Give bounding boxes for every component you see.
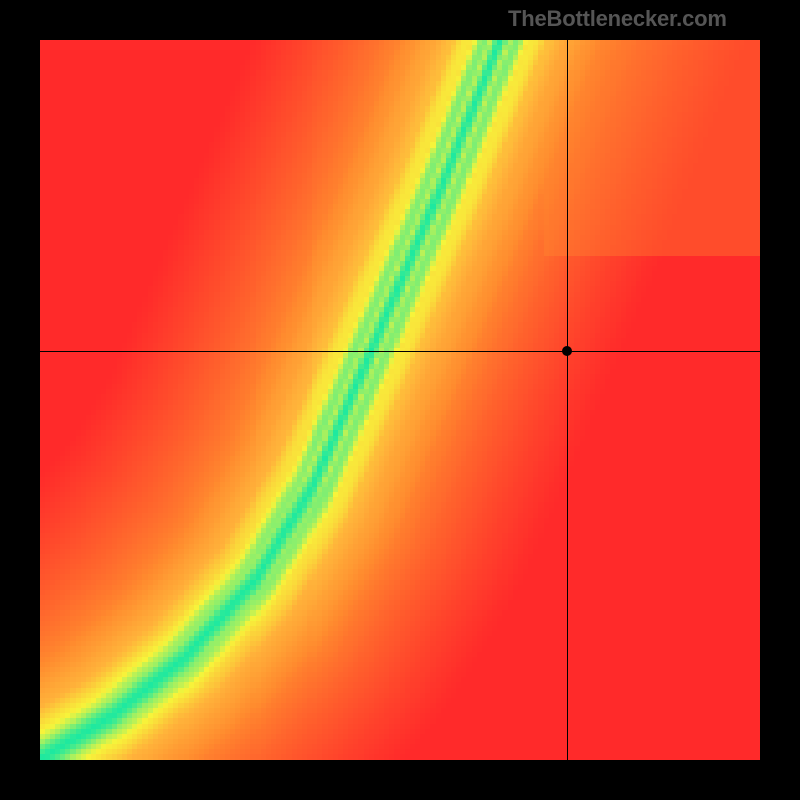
watermark-text: TheBottlenecker.com <box>508 6 727 32</box>
crosshair-horizontal <box>40 351 760 352</box>
crosshair-marker <box>562 346 572 356</box>
heatmap-canvas <box>40 40 760 760</box>
heatmap-plot-area <box>40 40 760 760</box>
crosshair-vertical <box>567 40 568 760</box>
